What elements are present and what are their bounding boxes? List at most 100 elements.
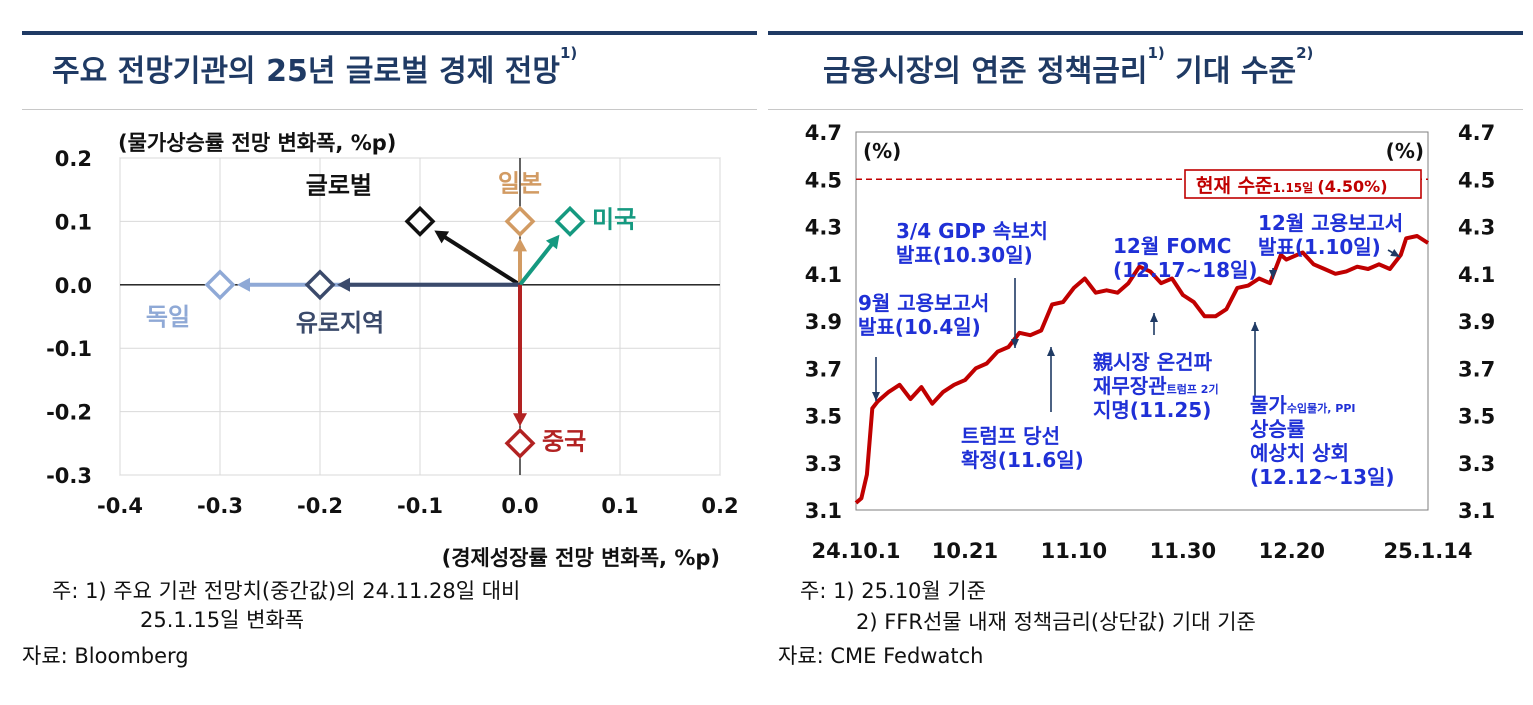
scatter-y-tick-label: 0.2 (55, 147, 92, 171)
scatter-x-tick-label: -0.1 (397, 494, 443, 518)
annotation-text-6: 상승률 (1250, 417, 1305, 441)
scatter-point-2 (554, 205, 586, 237)
line-y-tick-label-left: 4.7 (805, 121, 842, 145)
annotation-text-4: 親시장 온건파 (1093, 350, 1213, 374)
annotation-text-6: 예상치 상회 (1250, 441, 1349, 465)
line-y-tick-label-left: 4.1 (805, 263, 842, 287)
line-x-tick-label: 10.21 (932, 539, 998, 563)
annotation-text-5: 발표(1.10일) (1258, 235, 1381, 259)
scatter-point-4 (304, 269, 336, 301)
scatter-x-tick-label: 0.1 (601, 494, 638, 518)
scatter-point-5 (504, 427, 536, 459)
line-y-tick-label-right: 3.9 (1458, 310, 1495, 334)
scatter-arrowhead-2 (545, 234, 560, 250)
left-title-divider (22, 109, 757, 110)
line-x-tick-label: 12.20 (1259, 539, 1325, 563)
line-y-tick-label-left: 3.7 (805, 357, 842, 381)
annotation-text-4: 재무장관트럼프 2기 (1093, 374, 1219, 398)
scatter-arrowhead-3 (237, 277, 250, 292)
scatter-arrowhead-4 (337, 277, 350, 292)
right-title-divider (768, 109, 1523, 110)
line-x-tick-label: 25.1.14 (1383, 539, 1472, 563)
annotation-arrowhead-0 (872, 392, 880, 401)
right-title-footnote-mark-1: 1) (1147, 44, 1165, 62)
scatter-y-tick-label: 0.0 (55, 274, 92, 298)
annotation-text-0: 9월 고용보고서 (858, 291, 989, 315)
line-y-tick-label-right: 3.1 (1458, 499, 1495, 523)
scatter-arrow-0 (440, 233, 522, 287)
annotation-arrowhead-4 (1150, 313, 1158, 322)
annotation-arrowhead-2 (1047, 347, 1055, 356)
left-source: 자료: Bloomberg (22, 644, 189, 668)
line-y-tick-label-right: 3.5 (1458, 405, 1495, 429)
right-title-text: 금융시장의 연준 정책금리 (823, 54, 1148, 89)
line-chart: 3.1 3.1 3.3 3.3 3.5 3.5 3.7 3.7 3.9 3.9 4.1 4.1 4.3 4… (805, 121, 1495, 563)
annotation-arrowhead-1 (1011, 339, 1019, 348)
left-title-text: 주요 전망기관의 25년 글로벌 경제 전망 (52, 54, 560, 89)
annotation-text-2: 확정(11.6일) (961, 448, 1084, 472)
scatter-x-tick-label: -0.4 (97, 494, 143, 518)
annotation-text-6: 물가수입물가, PPI (1250, 393, 1356, 417)
line-x-tick-label: 11.30 (1150, 539, 1216, 563)
current-level-label-box (1184, 169, 1422, 199)
scatter-arrowhead-5 (513, 413, 527, 427)
scatter-y-axis-label: (물가상승률 전망 변화폭, %p) (118, 131, 396, 155)
scatter-x-tick-label: 0.2 (701, 494, 738, 518)
scatter-point-3 (204, 269, 236, 301)
line-y-tick-label-left: 3.5 (805, 405, 842, 429)
scatter-point-0 (404, 205, 436, 237)
annotation-arrowhead-3 (1269, 270, 1277, 279)
annotation-text-2: 트럼프 당선 (961, 424, 1060, 448)
scatter-point-label-3: 독일 (146, 303, 190, 331)
line-y-tick-label-right: 4.3 (1458, 216, 1495, 240)
scatter-point-label-5: 중국 (542, 427, 586, 455)
scatter-y-tick-label: -0.1 (46, 337, 92, 361)
left-title-footnote-mark: 1) (559, 44, 578, 62)
line-y-tick-label-right: 3.7 (1458, 357, 1495, 381)
line-y-tick-label-right: 4.7 (1458, 121, 1495, 145)
line-y-tick-label-left: 4.3 (805, 216, 842, 240)
annotation-text-1: 발표(10.30일) (896, 243, 1033, 267)
line-y-tick-label-left: 4.5 (805, 168, 842, 192)
scatter-point-1 (504, 205, 536, 237)
left-note-2: 25.1.15일 변화폭 (140, 608, 305, 632)
line-y-tick-label-left: 3.1 (805, 499, 842, 523)
annotation-text-0: 발표(10.4일) (858, 315, 981, 339)
rate-expectation-series-0 (854, 234, 1430, 505)
scatter-arrowhead-1 (513, 238, 527, 252)
annotation-arrowhead-6 (1251, 322, 1259, 331)
annotation-text-6: (12.12~13일) (1250, 465, 1395, 489)
line-y-tick-label-right: 3.3 (1458, 452, 1495, 476)
right-title-footnote-mark-2: 2) (1296, 44, 1314, 62)
line-plot-frame (855, 131, 1429, 511)
annotation-arrowhead-5 (1390, 249, 1400, 257)
right-source: 자료: CME Fedwatch (778, 644, 984, 668)
scatter-x-tick-label: -0.3 (197, 494, 243, 518)
current-level-label: 현재 수준1.15일 (4.50%) (1196, 175, 1388, 197)
line-y-tick-label-left: 3.9 (805, 310, 842, 334)
left-panel-title: 주요 전망기관의 25년 글로벌 경제 전망1) (52, 44, 578, 90)
left-panel: 주요 전망기관의 25년 글로벌 경제 전망1) -0.4 -0.3 -0.2 -0.… (0, 0, 760, 705)
right-title-text-2: 기대 수준 (1164, 54, 1297, 89)
scatter-point-label-2: 미국 (592, 205, 636, 233)
left-title-rule (22, 31, 757, 35)
scatter-point-label-4: 유로지역 (296, 309, 384, 337)
annotation-text-4: 지명(11.25) (1093, 398, 1211, 422)
line-x-tick-label: 24.10.1 (811, 539, 900, 563)
line-x-tick-label: 11.10 (1041, 539, 1107, 563)
scatter-chart: -0.4 -0.3 -0.2 -0.1 0.0 0.1 0.2-0.3-0.2-0.10.0… (46, 131, 739, 570)
scatter-y-tick-label: -0.3 (46, 464, 92, 488)
right-note-1: 주: 1) 25.10월 기준 (800, 579, 987, 603)
line-y-tick-label-right: 4.1 (1458, 263, 1495, 287)
scatter-point-label-0: 글로벌 (306, 171, 372, 199)
annotation-text-5: 12월 고용보고서 (1258, 211, 1403, 235)
right-panel-title: 금융시장의 연준 정책금리1) 기대 수준2) (823, 44, 1314, 90)
annotation-text-3: (12.17~18일) (1113, 258, 1258, 282)
scatter-x-tick-label: -0.2 (297, 494, 343, 518)
scatter-x-tick-label: 0.0 (501, 494, 538, 518)
scatter-arrow-2 (518, 240, 556, 287)
right-note-2: 2) FFR선물 내재 정책금리(상단값) 기대 기준 (856, 610, 1256, 634)
left-unit-label: (%) (863, 139, 901, 163)
annotation-text-1: 3/4 GDP 속보치 (896, 219, 1048, 243)
line-y-tick-label-right: 4.5 (1458, 168, 1495, 192)
